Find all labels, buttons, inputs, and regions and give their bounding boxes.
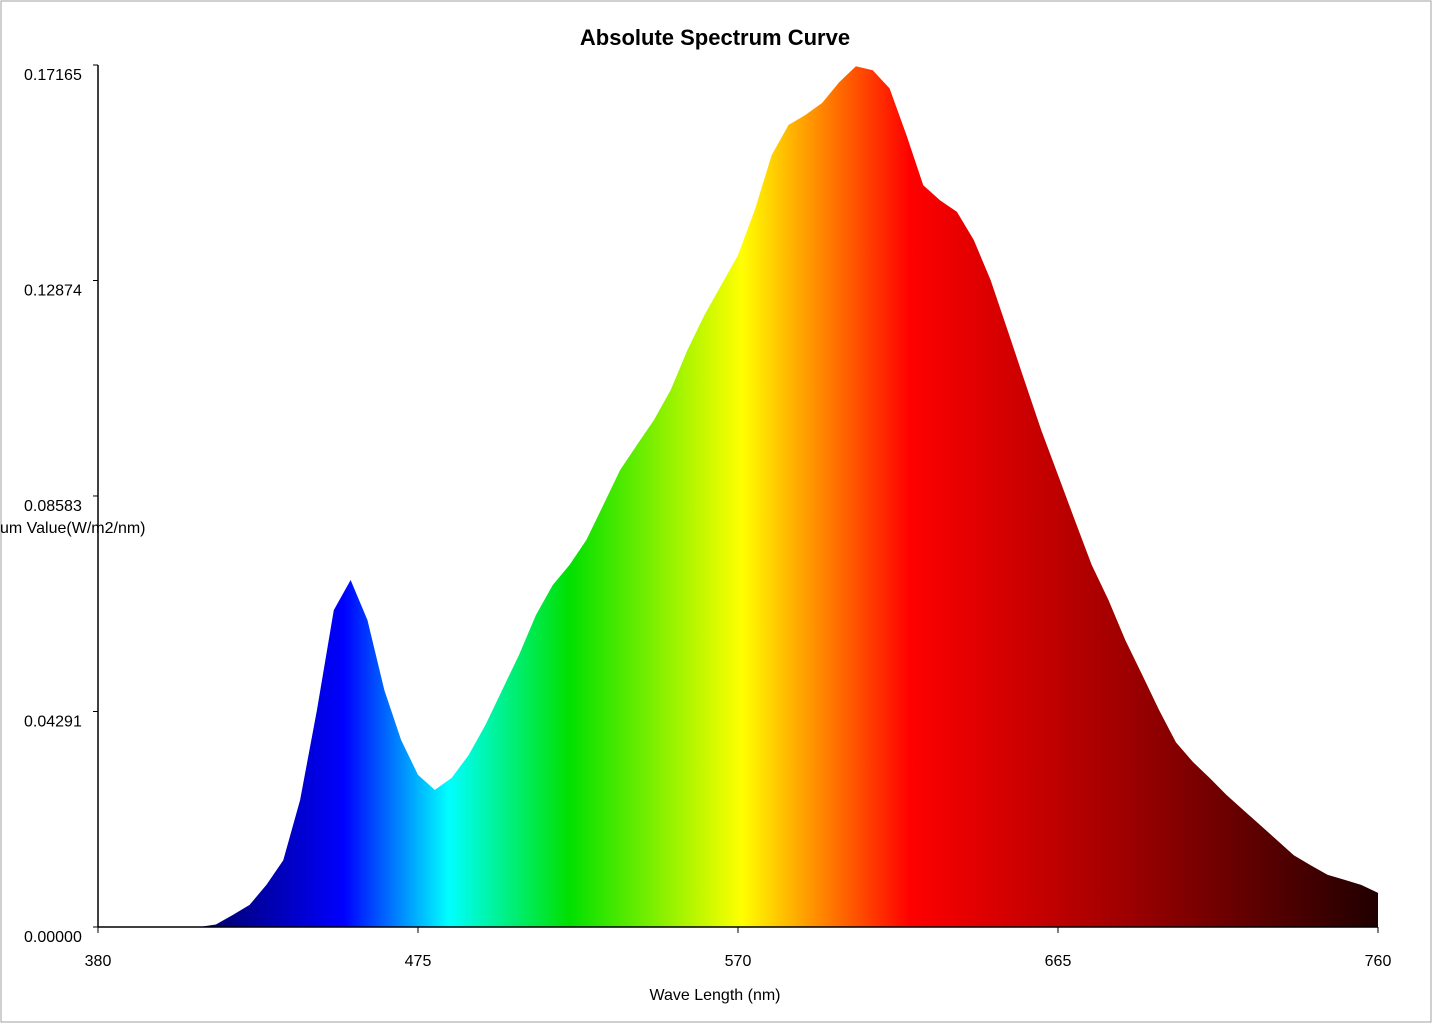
y-tick-label: 0.17165 <box>24 67 82 84</box>
chart-title: Absolute Spectrum Curve <box>580 25 850 50</box>
y-tick-label: 0.04291 <box>24 714 82 731</box>
x-tick-label: 475 <box>405 953 432 970</box>
x-tick-label: 760 <box>1365 953 1392 970</box>
x-tick-label: 380 <box>85 953 112 970</box>
y-tick-label: 0.08583 <box>24 498 82 515</box>
x-axis-label: Wave Length (nm) <box>649 987 780 1004</box>
x-tick-label: 665 <box>1045 953 1072 970</box>
x-tick-label: 570 <box>725 953 752 970</box>
y-tick-label: 0.00000 <box>24 929 82 946</box>
spectrum-area <box>98 66 1378 927</box>
y-axis-label: um Value(W/m2/nm) <box>0 520 146 537</box>
y-tick-label: 0.12874 <box>24 283 82 300</box>
